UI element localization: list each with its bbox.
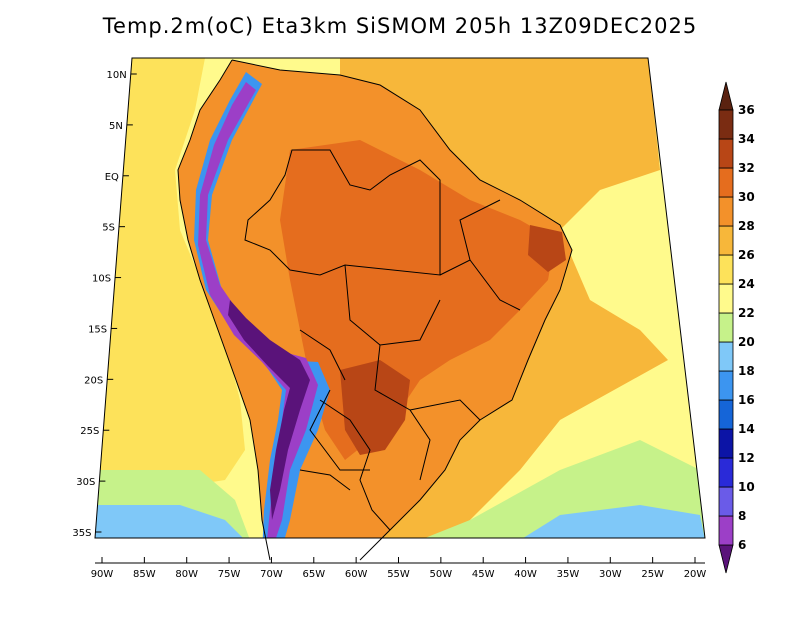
- lon-tick-label: 90W: [91, 569, 114, 580]
- lat-tick-label: 10S: [92, 274, 111, 285]
- lon-tick-label: 45W: [472, 569, 495, 580]
- colorbar-label: 18: [738, 364, 755, 378]
- colorbar-label: 22: [738, 306, 755, 320]
- hottest-northeast-field: [528, 225, 566, 272]
- colorbar-label: 10: [738, 480, 755, 494]
- lon-tick-label: 25W: [641, 569, 664, 580]
- lat-tick-label: 10N: [107, 70, 127, 81]
- colorbar-swatch: [718, 370, 734, 401]
- lon-tick-label: 80W: [175, 569, 198, 580]
- boundaries: [177, 59, 573, 561]
- lat-tick-label: 30S: [76, 477, 95, 488]
- colorbar-swatch: [718, 428, 734, 459]
- lat-tick-label: 15S: [88, 324, 107, 335]
- colorbar-label: 20: [738, 335, 755, 349]
- latitude-axis: 10N 5N EQ 5S 10S 15S 20S 25S 30S 35S: [72, 70, 137, 539]
- colorbar-swatch: [718, 283, 734, 314]
- temperature-field: [95, 58, 705, 538]
- colorbar-label: 30: [738, 190, 755, 204]
- lon-tick-label: 65W: [302, 569, 325, 580]
- lon-tick-label: 30W: [599, 569, 622, 580]
- lon-tick-label: 40W: [514, 569, 537, 580]
- colorbar-label: 16: [738, 393, 755, 407]
- colorbar-label: 34: [738, 132, 755, 146]
- coldest-southern-field: [95, 505, 245, 538]
- lat-tick-label: EQ: [105, 172, 119, 183]
- cool-pacific-field: [95, 58, 245, 500]
- coastline: [177, 59, 573, 561]
- colorbar-label: 26: [738, 248, 755, 262]
- colorbar-top-arrow: [718, 81, 734, 111]
- colorbar-bottom-arrow: [718, 544, 734, 574]
- lon-tick-label: 70W: [260, 569, 283, 580]
- lon-tick-label: 85W: [133, 569, 156, 580]
- colorbar-swatch: [718, 312, 734, 343]
- lat-tick-label: 5S: [102, 223, 115, 234]
- argentina-border: [299, 399, 391, 531]
- colorbar: 6 8 10 12 14 16 18 20 22 24 26 28 30 32 34 36: [718, 81, 755, 574]
- lon-tick-label: 20W: [684, 569, 707, 580]
- lon-tick-label: 60W: [345, 569, 368, 580]
- map-frame: [94, 57, 706, 539]
- colorbar-label: 36: [738, 103, 755, 117]
- lat-tick-label: 5N: [109, 121, 123, 132]
- lat-tick-label: 20S: [84, 375, 103, 386]
- colorbar-label: 12: [738, 451, 755, 465]
- colorbar-swatch: [718, 341, 734, 372]
- colorbar-swatch: [718, 109, 734, 140]
- lon-tick-label: 55W: [387, 569, 410, 580]
- coldest-southeast-field: [520, 505, 705, 538]
- lon-tick-label: 35W: [557, 569, 580, 580]
- colorbar-label: 32: [738, 161, 755, 175]
- colorbar-swatch: [718, 457, 734, 488]
- colorbar-label: 8: [738, 509, 746, 523]
- state-lines: [299, 199, 521, 481]
- colorbar-swatch: [718, 254, 734, 285]
- colorbar-label: 14: [738, 422, 755, 436]
- lat-tick-label: 35S: [72, 528, 91, 539]
- colorbar-swatch: [718, 138, 734, 169]
- lat-tick-label: 25S: [80, 426, 99, 437]
- map-title: Temp.2m(oC) Eta3km SiSMOM 205h 13Z09DEC2…: [102, 14, 698, 38]
- colorbar-swatch: [718, 515, 734, 546]
- colorbar-swatch: [718, 486, 734, 517]
- colorbar-label: 28: [738, 219, 755, 233]
- andes-coldest-field: [228, 300, 310, 520]
- longitude-axis: 90W 85W 80W 75W 70W 65W 60W 55W 50W 45W 40W 35W 30W 2…: [91, 557, 707, 580]
- colorbar-swatch: [718, 399, 734, 430]
- colorbar-label: 6: [738, 538, 746, 552]
- colorbar-label: 24: [738, 277, 755, 291]
- colorbar-swatch: [718, 167, 734, 198]
- colorbar-swatch: [718, 225, 734, 256]
- colorbar-swatch: [718, 196, 734, 227]
- lon-tick-label: 75W: [218, 569, 241, 580]
- lon-tick-label: 50W: [430, 569, 453, 580]
